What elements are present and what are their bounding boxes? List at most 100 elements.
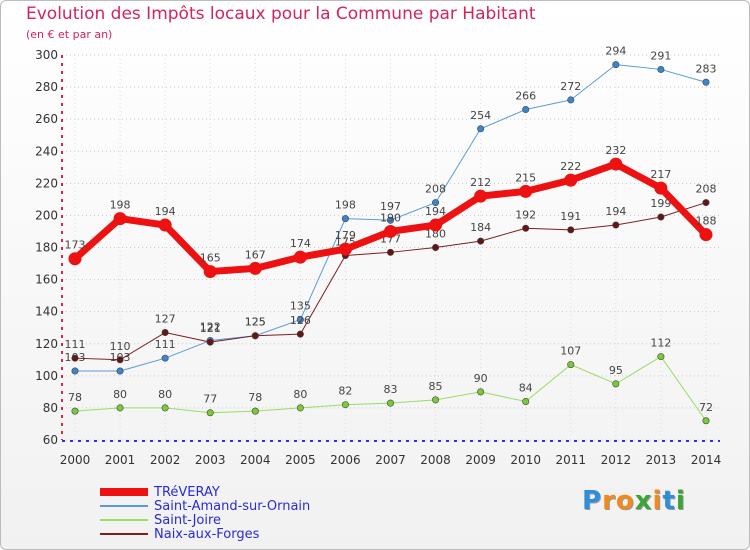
data-label-naix-aux-forges: 199	[650, 197, 671, 210]
legend-item-naix-aux-forges: Naix-aux-Forges	[100, 527, 310, 542]
proxiti-logo: Proxiti	[582, 486, 686, 516]
data-point-tr-veray	[383, 224, 397, 238]
y-tick-label: 140	[35, 305, 58, 319]
data-label-saint-amand-sur-ornain: 266	[515, 90, 536, 103]
data-label-saint-joire: 84	[519, 382, 533, 395]
data-point-tr-veray	[654, 181, 668, 195]
legend-label-treveray: TRéVERAY	[154, 484, 220, 500]
data-label-saint-joire: 80	[293, 388, 307, 401]
data-point-saint-amand-sur-ornain	[477, 125, 485, 133]
x-tick-label: 2007	[375, 453, 406, 467]
data-point-saint-amand-sur-ornain	[657, 65, 665, 73]
data-label-saint-joire: 80	[113, 388, 127, 401]
x-tick-label: 2013	[646, 453, 677, 467]
legend-item-saint-joire: Saint-Joire	[100, 512, 310, 528]
x-tick-label: 2000	[60, 453, 91, 467]
data-point-tr-veray	[429, 218, 443, 232]
data-label-saint-amand-sur-ornain: 208	[425, 183, 446, 196]
data-point-saint-amand-sur-ornain	[702, 78, 710, 86]
logo-letter: t	[662, 486, 676, 516]
data-point-saint-joire	[251, 407, 259, 415]
data-point-saint-joire	[477, 388, 485, 396]
data-point-naix-aux-forges	[477, 237, 485, 245]
data-point-saint-amand-sur-ornain	[116, 367, 124, 375]
logo-letter: i	[652, 486, 663, 516]
data-label-tr-veray: 217	[650, 168, 671, 181]
y-tick-label: 300	[35, 48, 58, 62]
data-point-tr-veray	[68, 252, 82, 266]
y-tick-label: 200	[35, 208, 58, 222]
data-point-tr-veray	[338, 242, 352, 256]
data-label-tr-veray: 167	[245, 248, 266, 261]
data-point-tr-veray	[519, 184, 533, 198]
y-tick-label: 100	[35, 369, 58, 383]
y-tick-label: 160	[35, 273, 58, 287]
x-tick-label: 2009	[465, 453, 496, 467]
y-tick-label: 280	[35, 80, 58, 94]
legend-item-treveray: TRéVERAY	[100, 484, 310, 500]
x-tick-label: 2010	[510, 453, 541, 467]
data-point-tr-veray	[474, 189, 488, 203]
y-tick-label: 260	[35, 112, 58, 126]
x-tick-label: 2005	[285, 453, 316, 467]
legend-swatch-treveray	[100, 488, 148, 496]
data-point-naix-aux-forges	[116, 356, 124, 364]
data-label-saint-joire: 80	[158, 388, 172, 401]
y-tick-label: 240	[35, 144, 58, 158]
x-tick-label: 2004	[240, 453, 271, 467]
data-label-naix-aux-forges: 110	[110, 340, 131, 353]
legend-label-saint-joire: Saint-Joire	[154, 512, 222, 528]
data-label-saint-amand-sur-ornain: 272	[560, 80, 581, 93]
data-point-naix-aux-forges	[432, 244, 440, 252]
data-label-naix-aux-forges: 208	[695, 183, 716, 196]
data-point-tr-veray	[113, 212, 127, 226]
logo-letter: o	[615, 486, 635, 516]
data-label-saint-joire: 90	[474, 372, 488, 385]
data-label-saint-joire: 112	[650, 337, 671, 350]
logo-letter: i	[675, 486, 686, 516]
data-label-naix-aux-forges: 111	[65, 338, 86, 351]
data-label-tr-veray: 190	[380, 211, 401, 224]
data-point-naix-aux-forges	[522, 224, 530, 232]
data-label-naix-aux-forges: 125	[245, 316, 266, 329]
data-point-naix-aux-forges	[657, 213, 665, 221]
data-label-tr-veray: 222	[560, 160, 581, 173]
data-point-saint-joire	[296, 404, 304, 412]
data-point-tr-veray	[564, 173, 578, 187]
data-point-naix-aux-forges	[296, 330, 304, 338]
legend-label-saint-amand: Saint-Amand-sur-Ornain	[154, 498, 311, 514]
chart-subtitle: (en € et par an)	[26, 28, 113, 41]
data-point-tr-veray	[158, 218, 172, 232]
y-tick-label: 80	[43, 401, 58, 415]
data-point-saint-joire	[341, 401, 349, 409]
data-label-naix-aux-forges: 121	[200, 322, 221, 335]
data-point-saint-amand-sur-ornain	[522, 106, 530, 114]
data-label-tr-veray: 194	[425, 205, 446, 218]
data-label-naix-aux-forges: 192	[515, 208, 536, 221]
y-tick-label: 60	[43, 433, 58, 447]
data-label-saint-amand-sur-ornain: 198	[335, 199, 356, 212]
data-point-tr-veray	[609, 157, 623, 171]
data-label-naix-aux-forges: 127	[155, 313, 176, 326]
data-point-saint-joire	[71, 407, 79, 415]
data-point-saint-joire	[612, 380, 620, 388]
data-label-tr-veray: 194	[155, 205, 176, 218]
data-label-saint-amand-sur-ornain: 135	[290, 300, 311, 313]
data-point-saint-amand-sur-ornain	[612, 61, 620, 69]
data-label-tr-veray: 174	[290, 237, 311, 250]
data-point-saint-joire	[567, 361, 575, 369]
data-label-tr-veray: 232	[605, 144, 626, 157]
data-label-saint-amand-sur-ornain: 111	[155, 338, 176, 351]
x-tick-label: 2014	[691, 453, 722, 467]
data-label-naix-aux-forges: 191	[560, 210, 581, 223]
data-point-saint-joire	[116, 404, 124, 412]
data-point-saint-amand-sur-ornain	[432, 199, 440, 207]
data-label-saint-joire: 78	[248, 391, 262, 404]
x-tick-label: 2012	[601, 453, 632, 467]
legend-item-saint-amand: Saint-Amand-sur-Ornain	[100, 498, 311, 514]
data-point-tr-veray	[699, 228, 713, 242]
data-point-saint-joire	[657, 353, 665, 361]
y-tick-label: 120	[35, 337, 58, 351]
data-point-saint-amand-sur-ornain	[161, 354, 169, 362]
